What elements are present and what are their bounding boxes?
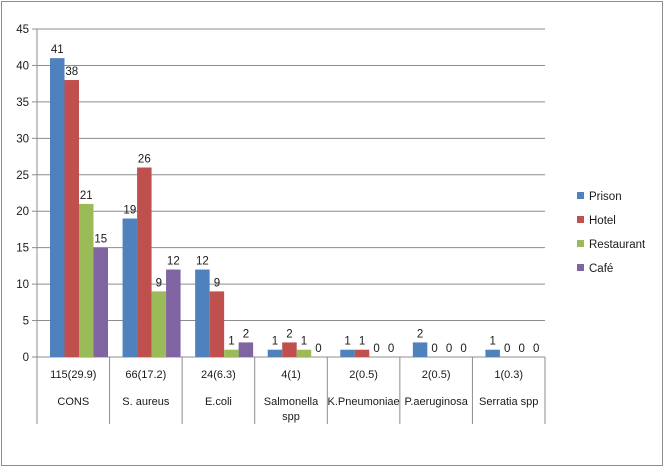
bar — [296, 349, 312, 357]
y-tick-label: 20 — [16, 206, 29, 218]
legend-label: Café — [589, 263, 613, 275]
bar-value-label: 0 — [533, 343, 539, 355]
legend-label: Prison — [589, 191, 622, 203]
category-count-label: 2(0.5) — [422, 369, 451, 381]
category-count-label: 2(0.5) — [349, 369, 378, 381]
category-axis: 115(29.9) CONS 66(17.2) S. aureus 24(6.3) E.c… — [36, 357, 546, 424]
bar-value-label: 12 — [196, 256, 209, 268]
bar — [122, 218, 138, 357]
bar-value-label: 1 — [301, 336, 307, 348]
category-name-label: Salmonella spp — [264, 396, 319, 423]
bar-value-label: 0 — [315, 343, 321, 355]
y-tick-label: 10 — [16, 279, 29, 291]
bar-value-label: 1 — [344, 336, 350, 348]
bar — [195, 269, 210, 357]
category-name-label: K.Pneumoniae — [327, 396, 399, 408]
legend-swatch — [577, 240, 584, 247]
bar-value-label: 15 — [94, 234, 107, 246]
legend-label: Hotel — [589, 215, 616, 227]
bar — [50, 58, 65, 358]
bar — [224, 349, 239, 357]
bar-value-label: 21 — [80, 190, 93, 202]
bars — [50, 58, 500, 358]
y-tick-label: 35 — [16, 97, 29, 109]
bar-value-label: 26 — [138, 153, 151, 165]
bar-value-label: 19 — [123, 205, 136, 217]
bar — [267, 349, 283, 357]
category-count-label: 1(0.3) — [494, 369, 523, 381]
legend-swatch — [577, 192, 584, 199]
bar-value-label: 1 — [489, 336, 495, 348]
bar-value-label: 9 — [214, 277, 220, 289]
bar — [485, 349, 500, 357]
bar — [151, 291, 167, 357]
y-tick-label: 15 — [16, 243, 29, 255]
bar-value-label: 12 — [167, 256, 180, 268]
bar-value-label: 1 — [359, 336, 365, 348]
bar — [238, 342, 254, 357]
bar-value-label: 0 — [446, 343, 452, 355]
category-count-label: 66(17.2) — [125, 369, 166, 381]
bar-value-label: 2 — [286, 328, 292, 340]
bar — [137, 167, 152, 357]
category-name-label: P.aeruginosa — [404, 396, 468, 408]
bar-value-label: 0 — [431, 343, 437, 355]
legend-swatch — [577, 216, 584, 223]
bar — [354, 349, 370, 357]
y-tick-label: 25 — [16, 170, 29, 182]
bar — [79, 203, 94, 357]
bar-value-label: 2 — [243, 328, 249, 340]
bar — [282, 342, 297, 357]
bar-value-label: 38 — [65, 66, 78, 78]
bar-value-label: 1 — [272, 336, 278, 348]
gridlines — [37, 28, 545, 322]
category-count-label: 115(29.9) — [50, 369, 96, 381]
bar — [64, 80, 79, 358]
bar — [340, 349, 355, 357]
category-name-label: Serratia spp — [479, 396, 538, 408]
bar-value-label: 1 — [228, 336, 234, 348]
y-tick-label: 5 — [23, 316, 29, 328]
bar — [412, 342, 428, 357]
bar-value-label: 0 — [518, 343, 524, 355]
category-count-label: 4(1) — [281, 369, 301, 381]
bar-value-label: 0 — [504, 343, 510, 355]
y-tick-label: 40 — [16, 60, 29, 72]
category-name-label: S. aureus — [122, 396, 170, 408]
bar-value-label: 41 — [51, 44, 64, 56]
category-count-label: 24(6.3) — [201, 369, 236, 381]
legend-label: Restaurant — [589, 239, 646, 251]
bar-value-label: 0 — [373, 343, 379, 355]
bar — [209, 291, 225, 357]
bar-value-label: 9 — [156, 277, 162, 289]
bar-value-label: 0 — [460, 343, 466, 355]
bar-value-label: 2 — [417, 328, 423, 340]
category-name-label: E.coli — [205, 396, 232, 408]
y-tick-label: 30 — [16, 133, 29, 145]
bar — [93, 247, 108, 357]
bar — [166, 269, 181, 357]
y-tick-label: 0 — [23, 352, 29, 364]
category-name-label: CONS — [57, 396, 89, 408]
y-tick-label: 45 — [16, 24, 29, 36]
bar-value-label: 0 — [388, 343, 394, 355]
legend: Prison Hotel Restaurant Café — [577, 191, 646, 275]
legend-swatch — [577, 264, 584, 271]
